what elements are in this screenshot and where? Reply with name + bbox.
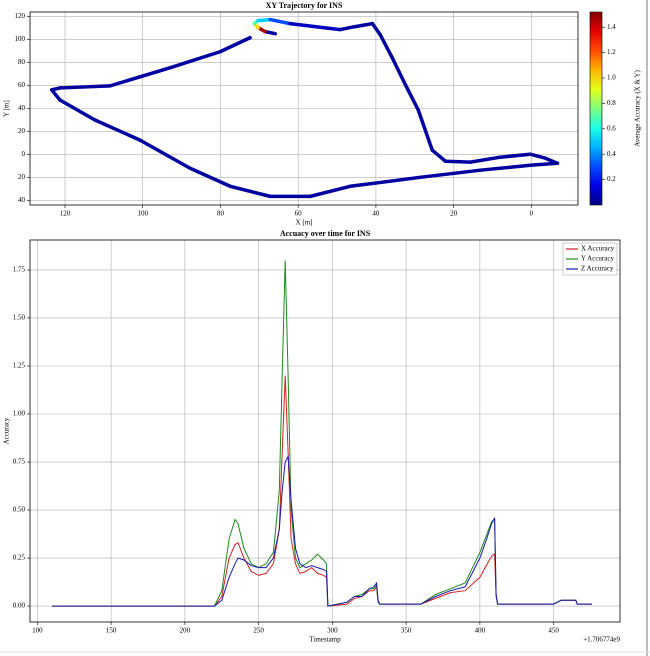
y-axis-label: Y [m]	[3, 100, 11, 117]
x-tick-label: 150	[106, 627, 117, 635]
trajectory-segment	[108, 66, 172, 88]
y-tick-label: 0.50	[13, 506, 26, 514]
x-tick-label: 0	[530, 210, 534, 218]
y-tick-label: 60	[18, 81, 26, 89]
trajectory-segment	[58, 98, 97, 122]
y-tick-label: 40	[18, 104, 26, 112]
x-tick-label: 450	[548, 627, 559, 635]
trajectory-segment	[268, 17, 292, 26]
y-tick-label: 1.50	[13, 314, 26, 322]
trajectory-segment	[138, 138, 192, 170]
trajectory-segment	[188, 166, 232, 189]
y-tick-label: 120	[15, 12, 26, 20]
x-offset-label: +1.706774e9	[583, 636, 620, 644]
trajectory-segment	[403, 83, 421, 112]
x-tick-label: 300	[327, 627, 338, 635]
plot-frame	[29, 11, 579, 206]
trajectory-segment	[378, 32, 394, 60]
trajectory-segment	[353, 21, 375, 29]
trajectory-segment	[528, 152, 548, 160]
trajectory-segment	[50, 88, 62, 102]
colorbar-tick-label: 0.8	[607, 99, 616, 107]
trajectory-segment	[418, 168, 483, 180]
trajectory-segment	[443, 159, 473, 164]
colorbar-label: Average Accuracy (X & Y)	[634, 70, 642, 147]
x-tick-label: 400	[475, 627, 486, 635]
colorbar-tick-label: 1.2	[607, 48, 616, 56]
trajectory-segment	[256, 17, 272, 23]
trajectory-segment	[430, 148, 448, 163]
y-tick-label: 1.25	[13, 362, 26, 370]
colorbar-tick-label: 0.6	[607, 124, 616, 132]
series-line	[52, 454, 592, 607]
colorbar	[589, 11, 603, 206]
trajectory-segment	[348, 175, 422, 189]
colorbar-tick-label: 0.2	[607, 175, 616, 183]
x-axis-label: X [m]	[296, 219, 313, 227]
trajectory-segment	[468, 155, 503, 164]
trajectory-segment	[478, 163, 532, 172]
x-tick-label: 60	[295, 210, 303, 218]
y-tick-label: 0.25	[13, 554, 26, 562]
x-tick-label: 40	[372, 210, 380, 218]
y-tick-label: 100	[15, 35, 26, 43]
trajectory-segment	[370, 21, 382, 37]
x-tick-label: 100	[32, 627, 43, 635]
trajectory-segment	[528, 161, 560, 168]
y-tick-label: 0.00	[13, 602, 26, 610]
x-tick-label: 80	[217, 210, 225, 218]
y-tick-label: 0	[22, 150, 26, 158]
y-axis-label: Accuracy	[3, 417, 11, 444]
x-tick-label: 250	[253, 627, 264, 635]
trajectory-segment	[58, 84, 112, 90]
x-tick-label: 120	[60, 210, 71, 218]
y-tick-label: 1.00	[13, 410, 26, 418]
trajectory-segment	[228, 184, 272, 199]
plot-frame	[29, 239, 621, 623]
trajectory-segment	[218, 35, 252, 54]
x-tick-label: 200	[180, 627, 191, 635]
colorbar-tick-label: 1.4	[607, 23, 616, 31]
y-tick-label: 20	[18, 173, 26, 181]
chart-title: XY Trajectory for INS	[266, 1, 343, 10]
trajectory-segment	[168, 49, 222, 70]
x-axis-label: Timestamp	[309, 636, 341, 644]
trajectory-segment	[498, 152, 532, 159]
y-tick-label: 20	[18, 127, 26, 135]
trajectory-segment	[416, 108, 435, 152]
x-tick-label: 350	[401, 627, 412, 635]
x-tick-label: 20	[450, 210, 458, 218]
trajectory-segment	[390, 55, 408, 87]
y-tick-label: 0.75	[13, 458, 26, 466]
y-tick-label: 80	[18, 58, 26, 66]
y-tick-label: 40	[18, 196, 26, 204]
x-tick-label: 100	[137, 210, 148, 218]
chart-title: Accuacy over time for INS	[280, 229, 371, 238]
legend-label: Y Accuracy	[581, 255, 614, 263]
trajectory-segment	[308, 184, 352, 199]
trajectory-segment	[93, 118, 142, 142]
colorbar-tick-label: 0.4	[607, 150, 616, 158]
trajectory-segment	[338, 24, 358, 32]
colorbar-tick-label: 1.0	[607, 74, 616, 82]
legend-label: X Accuracy	[581, 245, 615, 253]
y-tick-label: 1.75	[13, 266, 26, 274]
legend-label: Z Accuracy	[581, 265, 614, 273]
trajectory-segment	[288, 21, 342, 32]
